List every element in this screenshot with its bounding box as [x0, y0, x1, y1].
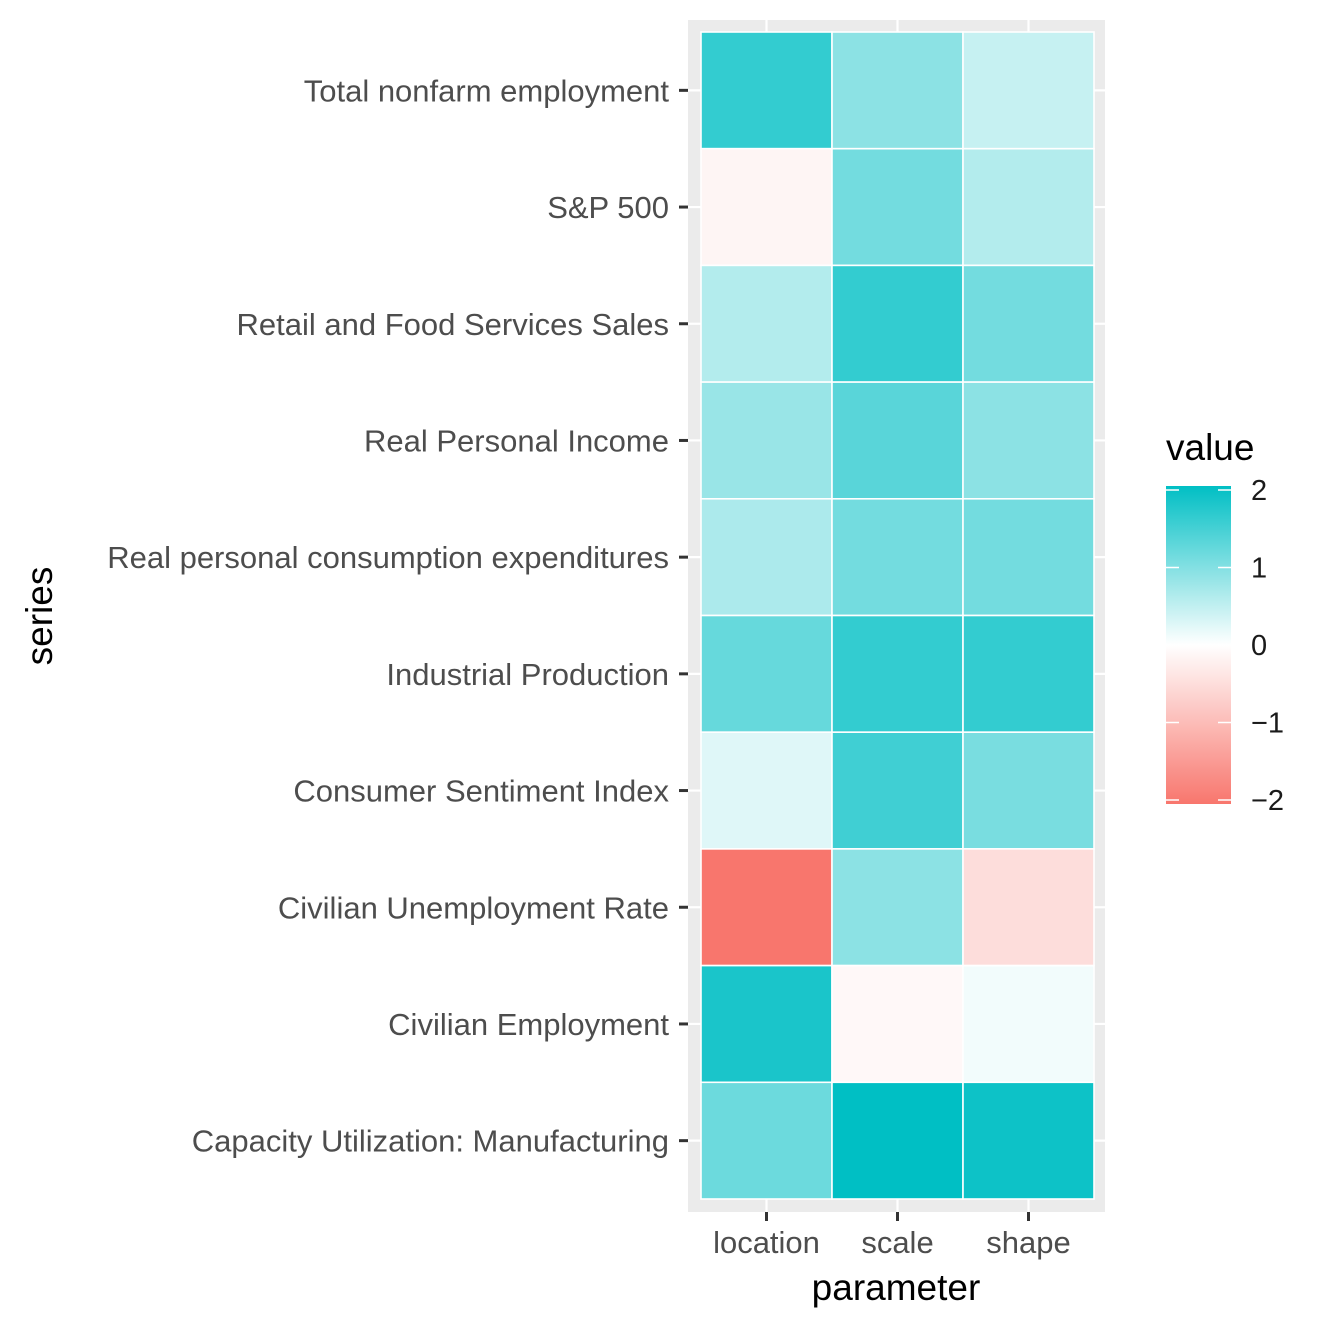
heatmap-tile: [831, 264, 964, 383]
heatmap-tile: [831, 31, 964, 150]
heatmap-tiles: [700, 31, 1095, 1200]
heatmap-tile: [831, 614, 964, 733]
y-tick-label: Civilian Unemployment Rate: [278, 890, 669, 925]
y-tick-label: Capacity Utilization: Manufacturing: [192, 1124, 669, 1159]
heatmap-tile: [700, 848, 833, 967]
heatmap-tile: [831, 848, 964, 967]
heatmap-tile: [700, 497, 833, 617]
heatmap-tile: [700, 31, 833, 150]
y-tick-label: Retail and Food Services Sales: [236, 307, 669, 342]
y-tick-label: Real personal consumption expenditures: [107, 540, 669, 575]
x-tick-label: location: [713, 1225, 820, 1260]
x-axis: location scale shape: [713, 1212, 1071, 1260]
heatmap-tile: [700, 264, 833, 383]
legend-tick-label: 1: [1251, 553, 1267, 585]
heatmap-tile: [962, 848, 1095, 967]
heatmap-tile: [831, 147, 964, 267]
heatmap-tile: [831, 1081, 964, 1200]
heatmap-tile: [962, 964, 1095, 1084]
heatmap-tile: [700, 614, 833, 733]
legend-tick-label: 2: [1251, 475, 1267, 507]
heatmap-tile: [700, 1081, 833, 1200]
x-axis-title: parameter: [812, 1267, 981, 1308]
heatmap-tile: [962, 614, 1095, 733]
heatmap-tile: [831, 731, 964, 850]
heatmap-tile: [831, 497, 964, 617]
y-tick-label: Total nonfarm employment: [304, 73, 670, 108]
legend-tick-label: −2: [1251, 785, 1284, 817]
heatmap-tile: [831, 964, 964, 1084]
heatmap-tile: [700, 964, 833, 1084]
heatmap-tile: [700, 381, 833, 500]
heatmap-tile: [700, 147, 833, 267]
heatmap-tile: [962, 731, 1095, 850]
heatmap-tile: [962, 147, 1095, 267]
y-tick-label: Real Personal Income: [364, 423, 669, 458]
heatmap-tile: [700, 731, 833, 850]
y-tick-label: Consumer Sentiment Index: [293, 774, 669, 809]
y-axis-title: series: [19, 567, 60, 666]
heatmap-tile: [962, 1081, 1095, 1200]
y-tick-label: S&P 500: [547, 190, 669, 225]
legend-tick-label: 0: [1251, 630, 1267, 662]
legend-title: value: [1166, 427, 1254, 468]
heatmap-tile: [831, 381, 964, 500]
y-tick-label: Industrial Production: [386, 657, 669, 692]
legend-tick-label: −1: [1251, 708, 1284, 740]
x-tick-label: scale: [861, 1225, 933, 1260]
color-legend: value 2 1 0 −1 −2: [1166, 427, 1284, 817]
heatmap-tile: [962, 497, 1095, 617]
heatmap-tile: [962, 31, 1095, 150]
x-tick-label: shape: [986, 1225, 1070, 1260]
y-tick-label: Civilian Employment: [388, 1007, 669, 1042]
heatmap-tile: [962, 381, 1095, 500]
y-axis: Total nonfarm employment S&P 500 Retail an…: [107, 73, 688, 1159]
heatmap-tile: [962, 264, 1095, 383]
